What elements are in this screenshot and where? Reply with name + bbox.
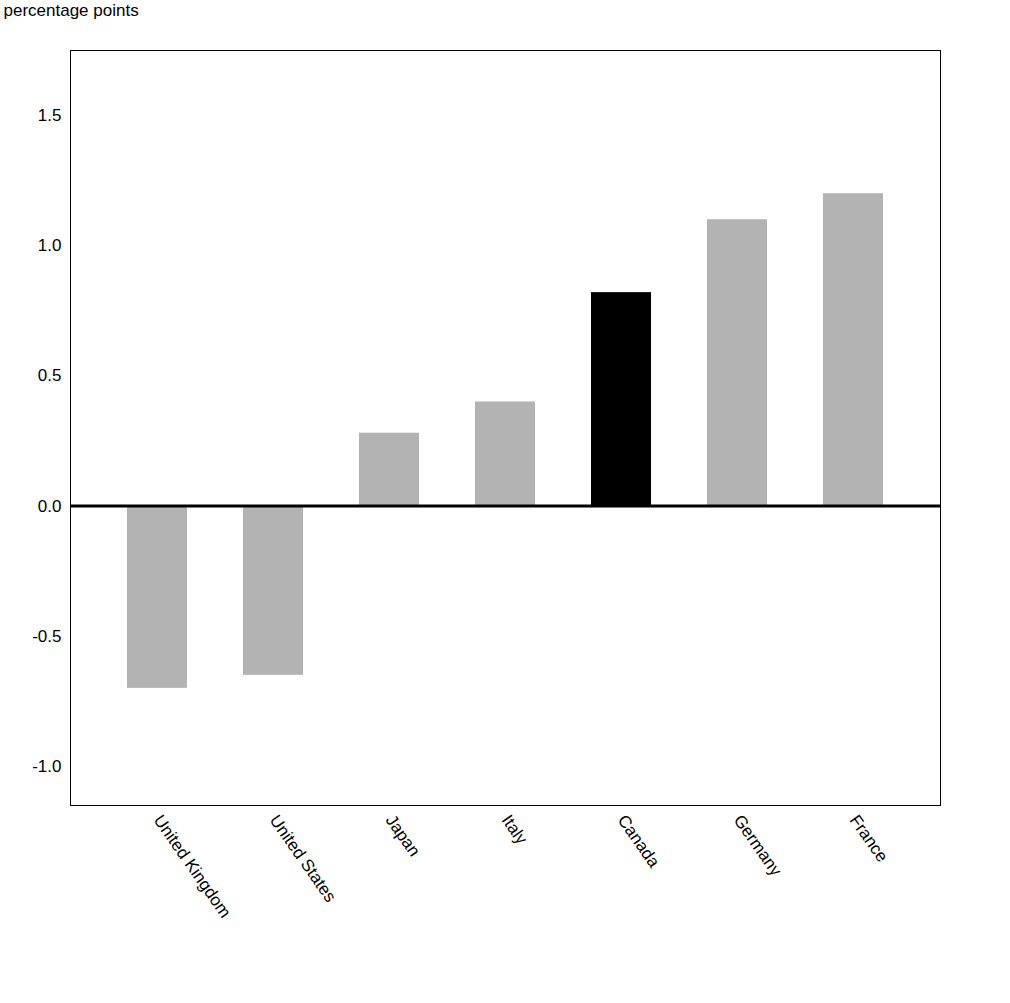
svg-text:1.5: 1.5 — [38, 106, 62, 125]
svg-text:0.5: 0.5 — [38, 366, 62, 385]
svg-text:Germany: Germany — [730, 811, 786, 880]
svg-text:United Kingdom: United Kingdom — [150, 811, 235, 921]
svg-text:Italy: Italy — [498, 811, 532, 848]
svg-text:Japan: Japan — [382, 811, 424, 860]
svg-text:United States: United States — [266, 811, 340, 906]
svg-text:Canada: Canada — [614, 811, 664, 871]
svg-text:1.0: 1.0 — [38, 236, 62, 255]
svg-text:-1.0: -1.0 — [32, 757, 61, 776]
svg-text:-0.5: -0.5 — [32, 627, 61, 646]
svg-text:percentage points: percentage points — [4, 1, 139, 20]
svg-text:France: France — [846, 811, 892, 865]
svg-text:0.0: 0.0 — [38, 497, 62, 516]
